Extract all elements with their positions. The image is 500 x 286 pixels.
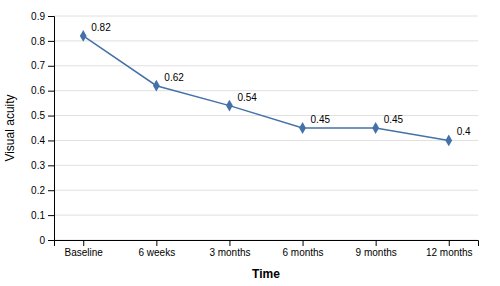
grid-line [54,90,478,91]
x-tick-label: Baseline [65,247,104,258]
y-tick: 0.9 [31,11,54,22]
x-tick: 6 months [282,240,323,258]
y-tick: 0.5 [31,110,54,121]
y-tick-mark [48,240,54,241]
y-tick-label: 0.6 [31,85,45,96]
x-tick-label: 9 months [356,247,397,258]
x-tick-label: 6 months [282,247,323,258]
data-label: 0.4 [457,126,471,137]
x-axis-title: Time [252,267,280,281]
data-label: 0.45 [311,114,331,125]
grid-line [54,140,478,141]
grid-line [54,115,478,116]
x-tick-mark [376,240,377,246]
y-tick-label: 0.5 [31,110,45,121]
data-label: 0.62 [164,72,184,83]
x-tick-mark [156,240,157,246]
x-tick-mark [83,240,84,246]
x-tick-label: 6 weeks [139,247,176,258]
y-tick-mark [48,140,54,141]
data-label: 0.45 [384,114,404,125]
y-tick-mark [48,91,54,92]
y-tick-label: 0.1 [31,210,45,221]
marker [372,122,379,134]
grid-line [54,16,478,17]
y-tick: 0 [39,235,54,246]
y-tick: 0.1 [31,210,54,221]
y-tick-label: 0.2 [31,185,45,196]
y-tick-label: 0.8 [31,36,45,47]
x-tick: 9 months [356,240,397,258]
x-tick: 3 months [209,240,250,258]
line [83,36,449,141]
y-tick-label: 0.7 [31,60,45,71]
grid-line [54,40,478,41]
y-tick: 0.3 [31,160,54,171]
y-tick-mark [48,41,54,42]
x-tick-mark [449,240,450,246]
y-tick-mark [48,16,54,17]
x-tick: 12 months [426,240,473,258]
y-tick-label: 0.9 [31,11,45,22]
y-tick-mark [48,116,54,117]
marker [226,100,233,112]
chart: 0 0.1 0.2 0.3 0.4 0.5 0.6 0.7 0.8 0.9 Baseline 6 we… [0,0,500,286]
y-tick-label: 0.4 [31,135,45,146]
y-tick-mark [48,215,54,216]
y-tick: 0.4 [31,135,54,146]
plot-area: 0 0.1 0.2 0.3 0.4 0.5 0.6 0.7 0.8 0.9 Baseline 6 we… [31,11,478,258]
y-tick-mark [48,66,54,67]
data-label: 0.54 [237,92,257,103]
marker [299,122,306,134]
grid-line [54,65,478,66]
x-tick: Baseline [65,240,104,258]
grid-line [54,215,478,216]
y-axis: 0 0.1 0.2 0.3 0.4 0.5 0.6 0.7 0.8 0.9 [31,11,54,246]
x-axis-line [55,241,479,247]
data-label: 0.82 [91,22,111,33]
marker [153,80,160,92]
marker [80,30,87,42]
y-tick: 0.2 [31,185,54,196]
series [80,30,452,146]
x-tick-label: 12 months [426,247,473,258]
grid-line [54,165,478,166]
y-axis-line [48,17,55,241]
x-tick-mark [303,240,304,246]
grid-line [54,190,478,191]
y-tick-mark [48,190,54,191]
x-tick: 6 weeks [139,240,176,258]
y-tick: 0.6 [31,85,54,96]
y-tick-label: 0 [39,235,45,246]
y-tick-mark [48,165,54,166]
data-labels: 0.82 0.62 0.54 0.45 0.45 0.4 [91,22,471,138]
x-tick-label: 3 months [209,247,250,258]
y-tick: 0.7 [31,60,54,71]
x-axis: Baseline 6 weeks 3 months 6 months 9 months 1… [55,240,479,258]
marker [445,135,452,147]
y-tick: 0.8 [31,36,54,47]
x-tick-mark [229,240,230,246]
y-axis-title: Visual acuity [3,94,17,161]
grid [54,16,478,240]
y-tick-label: 0.3 [31,160,45,171]
